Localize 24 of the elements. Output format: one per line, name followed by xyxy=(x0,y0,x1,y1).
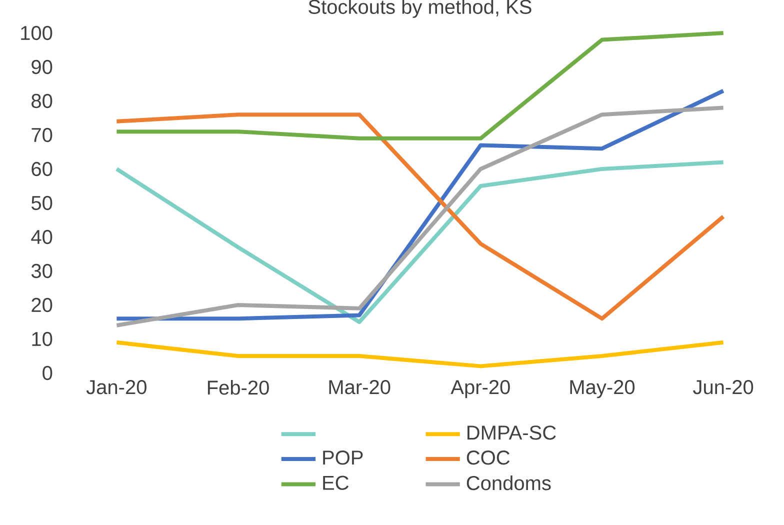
y-tick-label: 30 xyxy=(31,264,52,278)
line-series xyxy=(114,160,726,324)
legend-label: COC xyxy=(466,450,510,465)
legend-label: EC xyxy=(323,476,349,490)
x-tick-label: Feb-20 xyxy=(208,380,269,395)
y-tick-label: 0 xyxy=(42,366,52,380)
y-tick-label: 20 xyxy=(32,298,52,312)
legend-label: Condoms xyxy=(466,476,551,490)
legend-label: DMPA-SC xyxy=(468,426,556,440)
x-tick-label: May-20 xyxy=(570,380,635,398)
y-tick-label: 80 xyxy=(32,94,52,108)
line-series xyxy=(114,30,726,140)
y-tick-label: 70 xyxy=(32,128,52,142)
x-tick-label: Mar-20 xyxy=(329,380,390,394)
y-tick-label: 60 xyxy=(32,162,52,176)
y-tick-label: 100 xyxy=(21,26,52,40)
y-tick-label: 50 xyxy=(32,196,52,210)
x-tick-label: Jun-20 xyxy=(693,380,754,394)
y-tick-label: 10 xyxy=(32,332,52,346)
legend-label: POP xyxy=(323,450,363,465)
x-tick-label: Jan-20 xyxy=(86,380,146,394)
y-tick-label: 90 xyxy=(32,60,52,74)
x-tick-label: Apr-20 xyxy=(450,380,510,398)
y-tick-label: 40 xyxy=(31,230,52,244)
